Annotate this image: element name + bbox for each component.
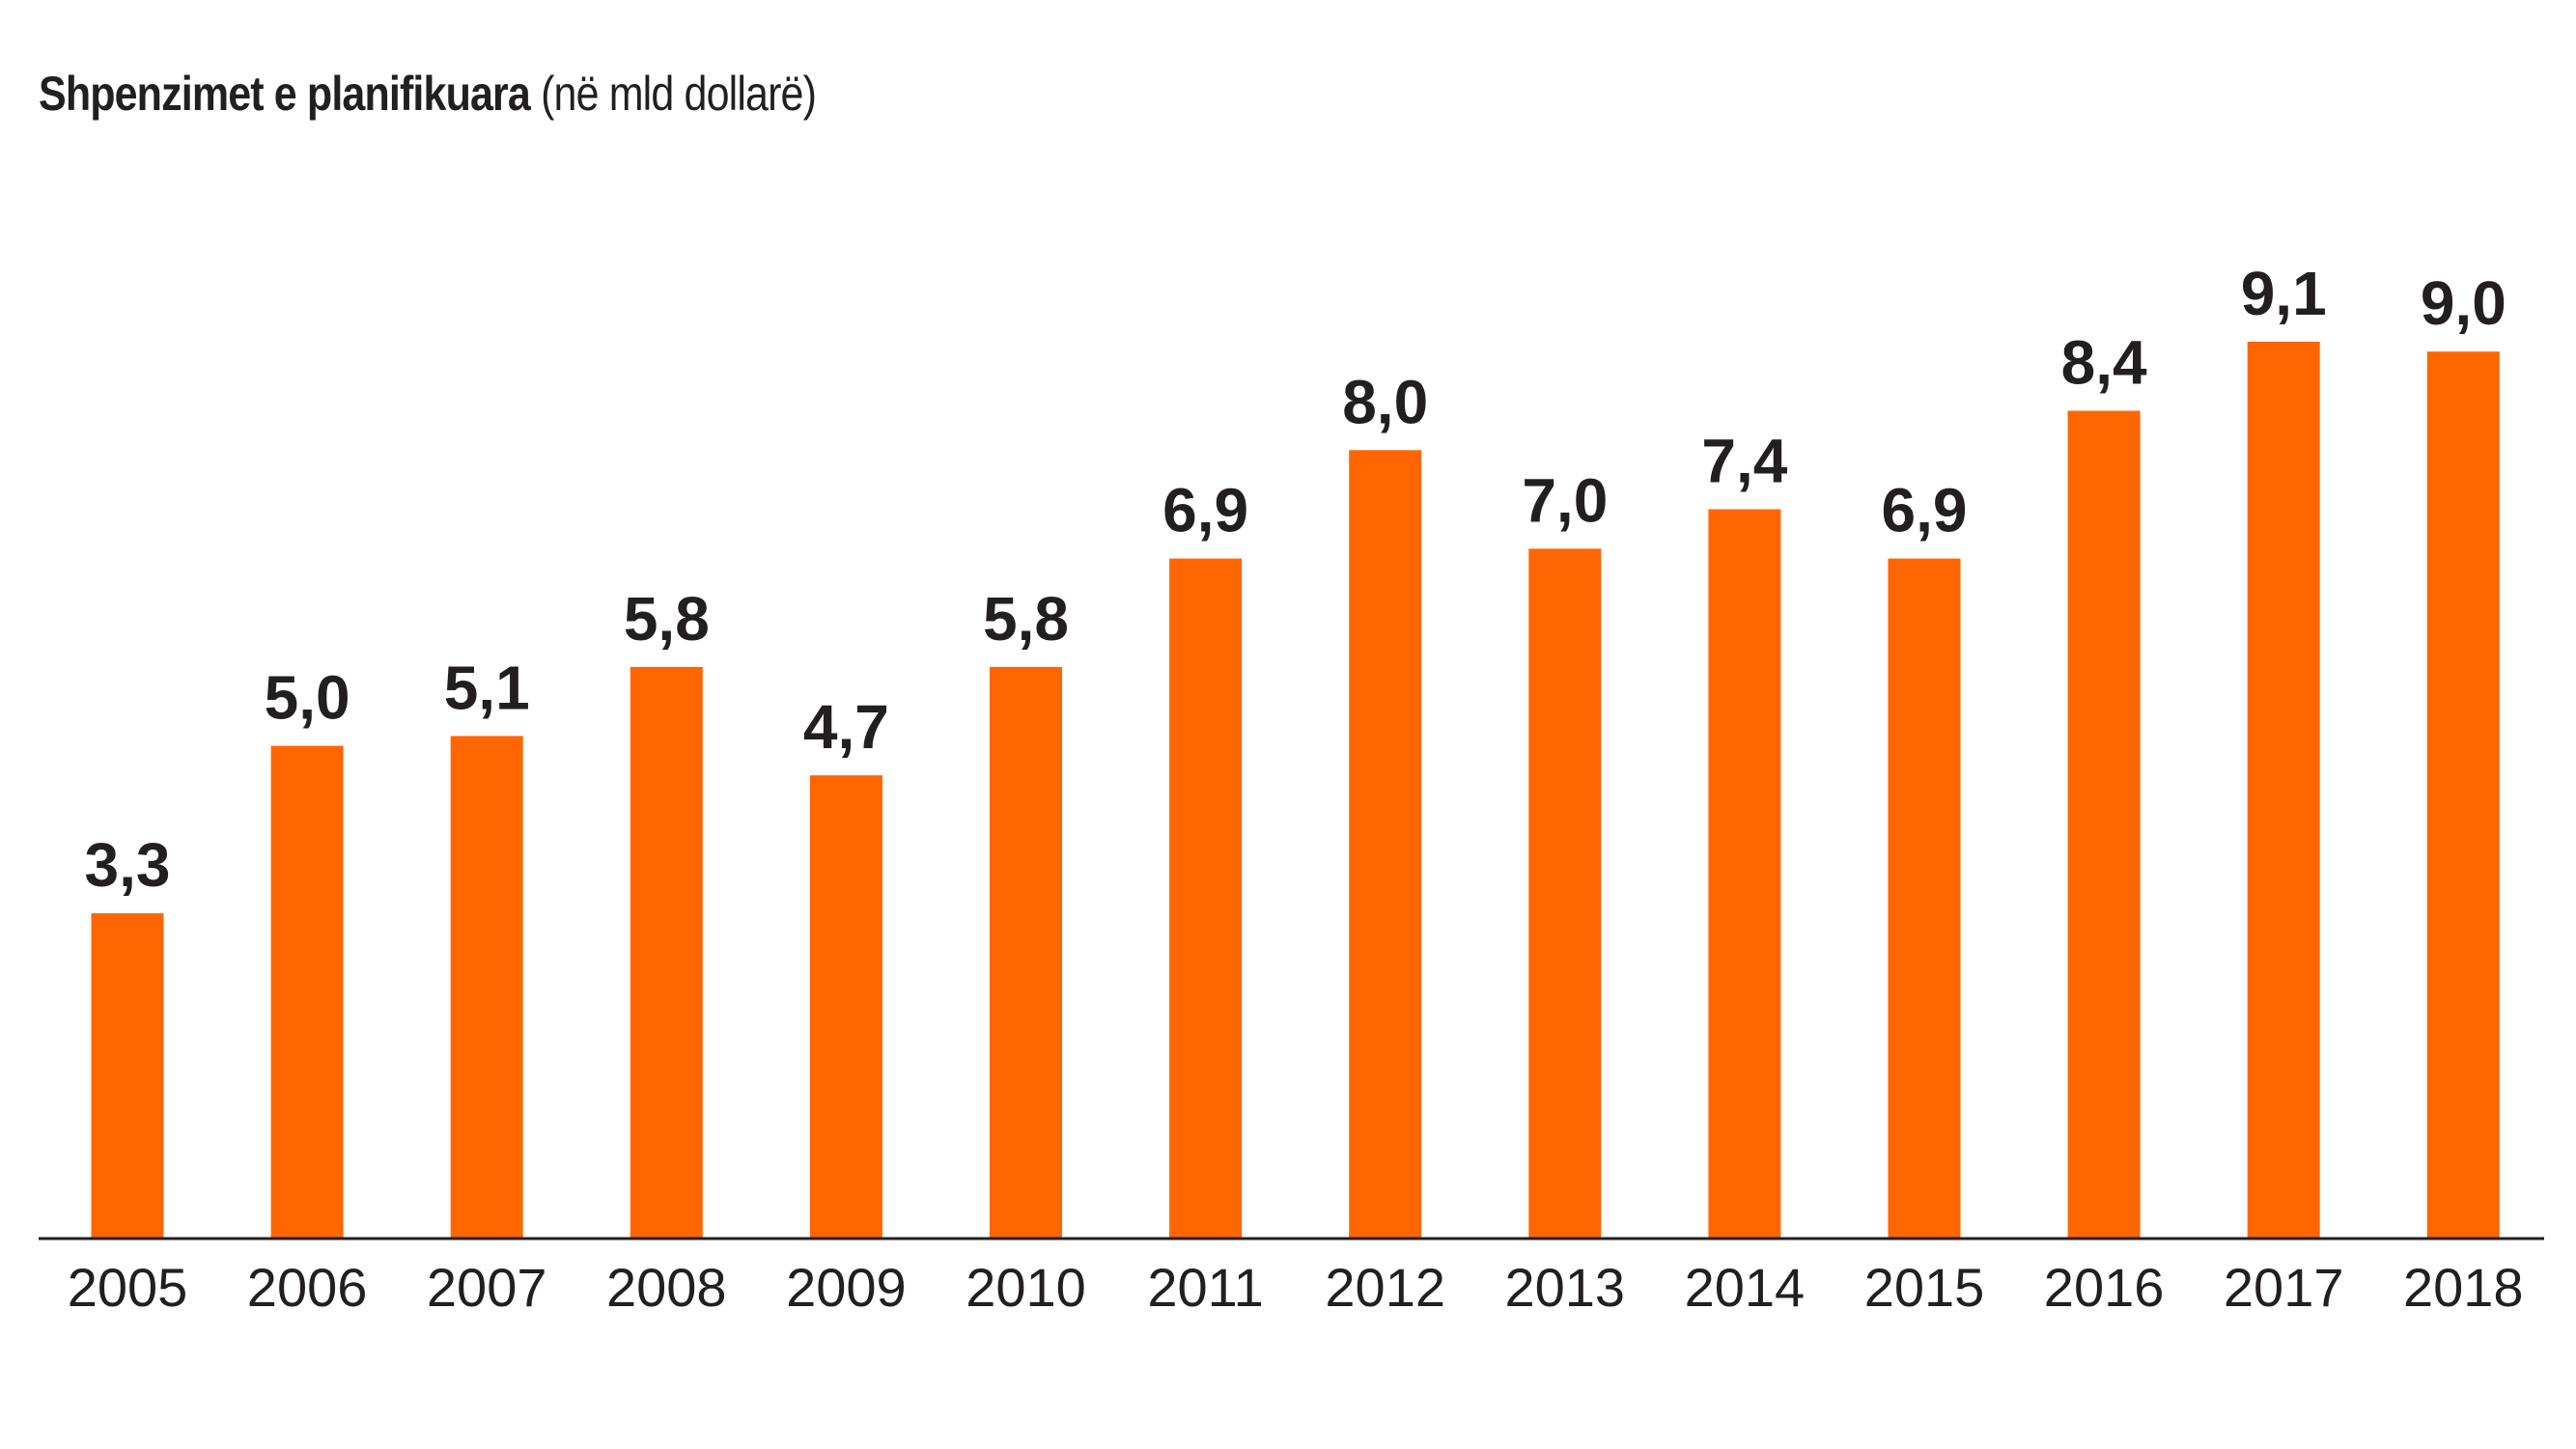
tick-label-2010: 2010 (966, 1257, 1086, 1318)
value-label-2016: 8,4 (2061, 328, 2147, 398)
value-label-2006: 5,0 (265, 663, 350, 733)
x-axis-tick-labels: 2005 2006 2007 2008 2009 2010 2011 2012 2013 2014… (68, 1257, 2524, 1318)
tick-label-2018: 2018 (2403, 1257, 2524, 1318)
bar-2014 (1708, 509, 1781, 1239)
tick-label-2017: 2017 (2224, 1257, 2344, 1318)
value-label-2007: 5,1 (444, 653, 530, 722)
value-label-2010: 5,8 (983, 584, 1069, 654)
bar-2008 (630, 666, 703, 1239)
bar-2016 (2067, 410, 2141, 1239)
bar-2005 (91, 913, 164, 1239)
bar-2006 (270, 745, 344, 1239)
tick-label-2013: 2013 (1505, 1257, 1626, 1318)
bar-2010 (990, 666, 1062, 1239)
bar-2007 (450, 736, 523, 1239)
value-label-2009: 4,7 (803, 692, 889, 762)
value-label-2014: 7,4 (1701, 427, 1787, 496)
value-label-2008: 5,8 (624, 584, 710, 654)
bar-2011 (1169, 558, 1243, 1239)
bar-2018 (2426, 351, 2500, 1239)
tick-label-2007: 2007 (427, 1257, 547, 1318)
tick-label-2015: 2015 (1864, 1257, 1985, 1318)
value-label-2011: 6,9 (1162, 476, 1248, 545)
bar-2009 (809, 775, 882, 1239)
tick-label-2016: 2016 (2044, 1257, 2165, 1318)
bars-layer (91, 342, 2500, 1239)
tick-label-2008: 2008 (606, 1257, 727, 1318)
bar-2015 (1888, 558, 1961, 1239)
value-label-2017: 9,1 (2241, 259, 2327, 328)
value-label-2013: 7,0 (1522, 465, 1608, 535)
bar-2012 (1349, 450, 1422, 1239)
tick-label-2011: 2011 (1147, 1257, 1263, 1318)
chart-title: Shpenzimet e planifikuara (në mld dollar… (39, 66, 817, 122)
tick-label-2014: 2014 (1685, 1257, 1806, 1318)
bar-2017 (2247, 342, 2320, 1239)
value-label-2005: 3,3 (85, 830, 171, 900)
value-labels-layer: 3,3 5,0 5,1 5,8 4,7 5,8 6,9 8,0 7,0 7,4 6,9 8,4 9,1 9… (85, 259, 2506, 900)
bar-2013 (1528, 548, 1602, 1239)
tick-label-2005: 2005 (68, 1257, 188, 1318)
value-label-2018: 9,0 (2421, 268, 2506, 338)
chart-title-unit: (në mld dollarë) (541, 67, 817, 121)
chart-title-main: Shpenzimet e planifikuara (39, 67, 531, 121)
value-label-2015: 6,9 (1882, 476, 1968, 545)
tick-label-2009: 2009 (786, 1257, 907, 1318)
value-label-2012: 8,0 (1342, 367, 1428, 436)
tick-label-2012: 2012 (1325, 1257, 1445, 1318)
tick-label-2006: 2006 (247, 1257, 368, 1318)
